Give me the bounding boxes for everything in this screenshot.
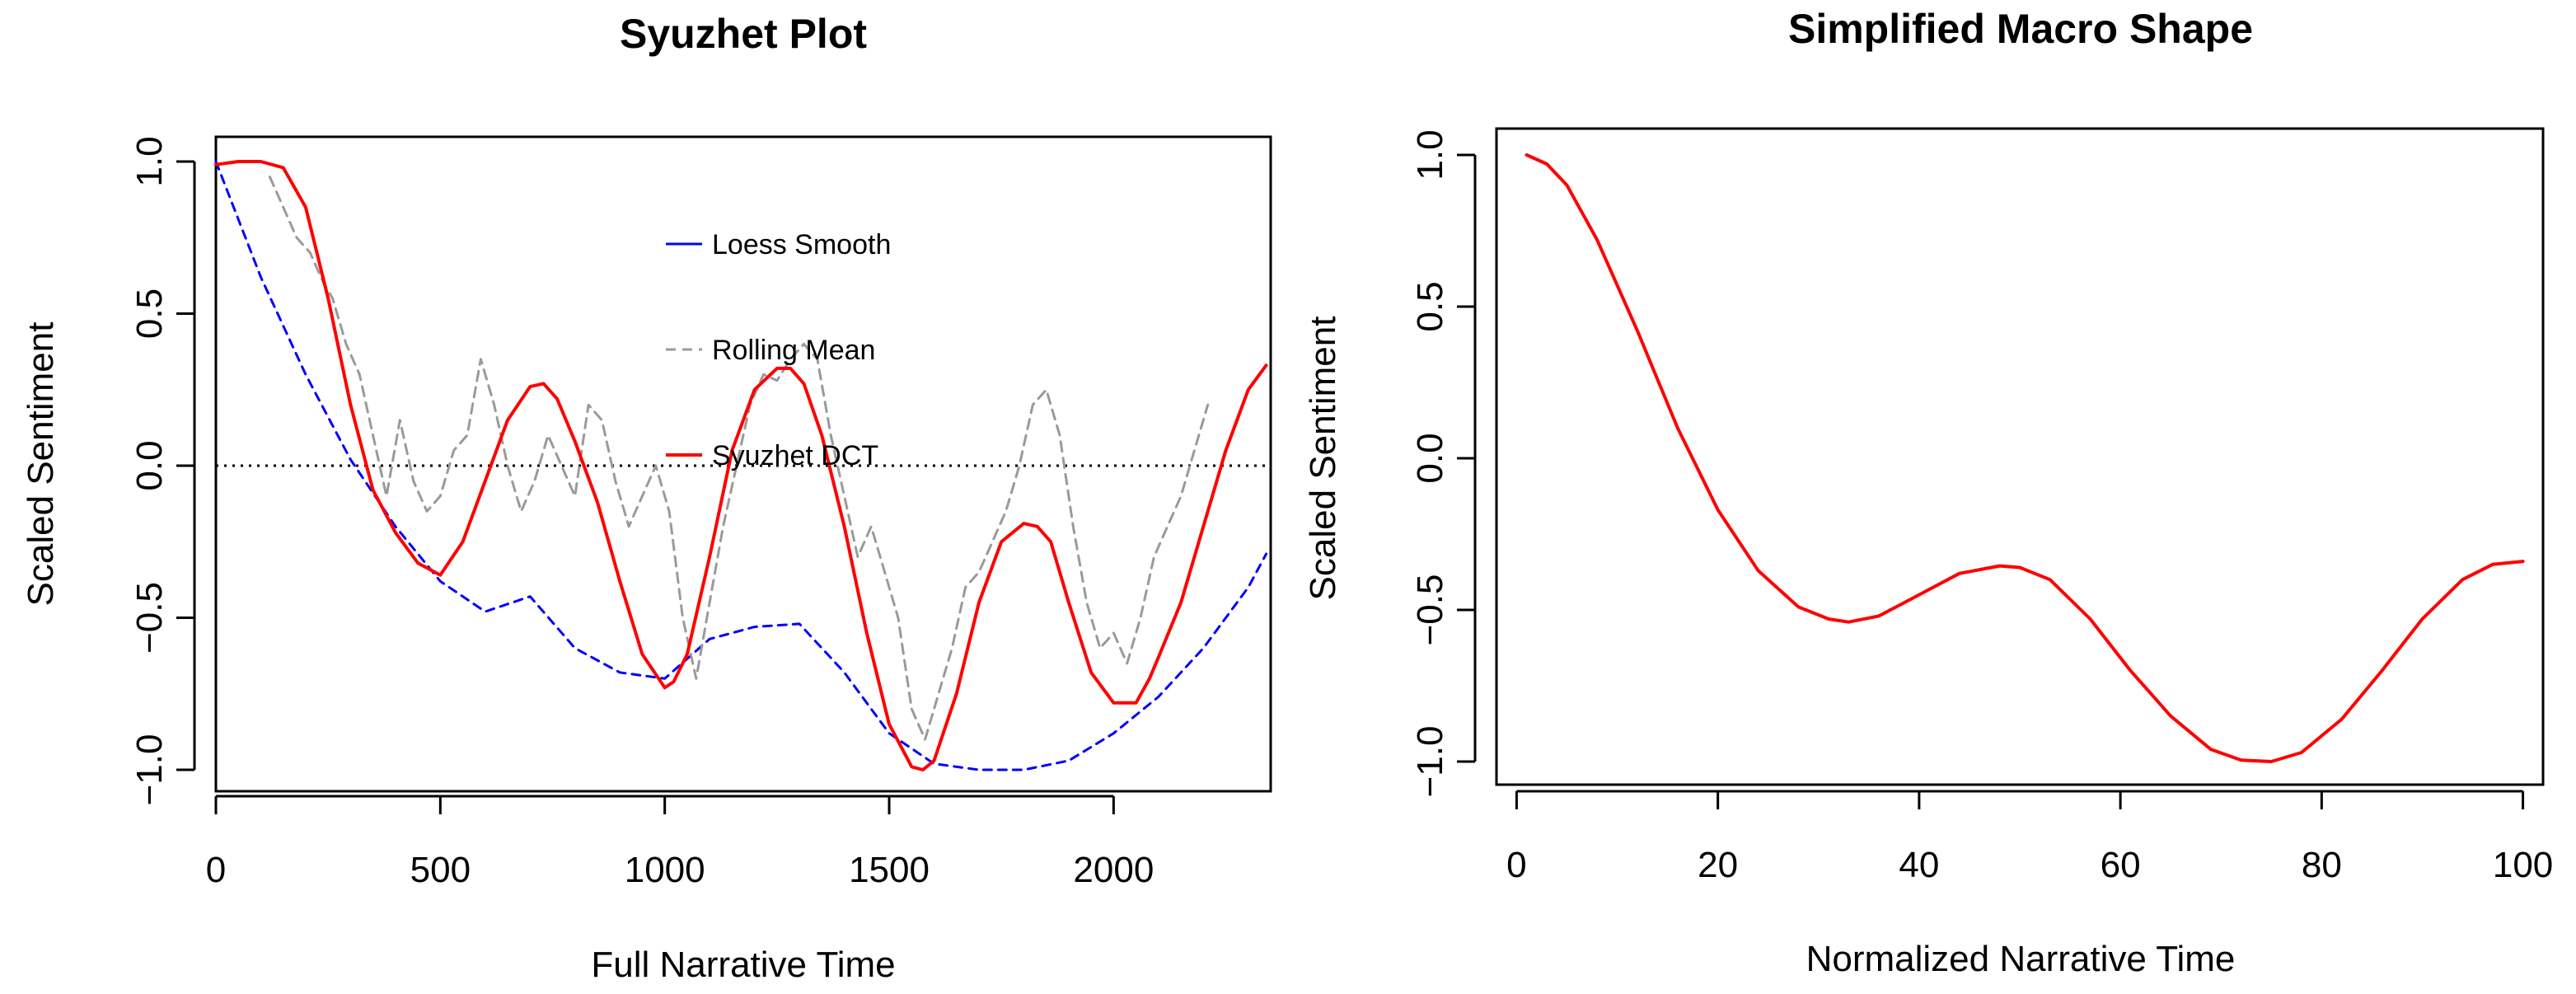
x-axis-label: Normalized Narrative Time bbox=[1806, 939, 2236, 979]
series-group bbox=[1525, 153, 2525, 763]
plot-frame bbox=[214, 135, 1272, 793]
series-line-loess-smooth bbox=[214, 160, 1268, 771]
y-tick-label: 1.0 bbox=[1410, 129, 1450, 180]
legend-label-syuzhet-dct: Syuzhet DCT bbox=[712, 440, 878, 471]
y-tick-label: −1.0 bbox=[129, 734, 170, 806]
series-line-rolling-mean bbox=[268, 176, 1210, 741]
chart-title: Syuzhet Plot bbox=[620, 11, 867, 57]
y-tick-label: 0.5 bbox=[1410, 281, 1450, 331]
series-group bbox=[214, 160, 1268, 771]
x-tick-label: 0 bbox=[206, 850, 226, 890]
y-tick-label: 0.5 bbox=[129, 288, 170, 339]
x-tick-label: 40 bbox=[1899, 845, 1939, 885]
y-tick-label: −1.0 bbox=[1410, 726, 1450, 798]
y-axis-label: Scaled Sentiment bbox=[1303, 316, 1343, 601]
x-tick-label: 20 bbox=[1698, 845, 1738, 885]
y-tick-label: 1.0 bbox=[129, 136, 170, 186]
x-axis-label: Full Narrative Time bbox=[591, 945, 895, 985]
y-axis-label: Scaled Sentiment bbox=[21, 322, 61, 607]
macro-shape-panel: Simplified Macro Shape 0 20 40 60 80 100 −1.0 −… bbox=[1303, 6, 2553, 979]
x-tick-label: 0 bbox=[1506, 845, 1526, 885]
legend: Loess Smooth Rolling Mean Syuzhet DCT bbox=[666, 229, 891, 471]
y-tick-label: 0.0 bbox=[1410, 433, 1450, 483]
syuzhet-plot-panel: Syuzhet Plot 0 500 1000 1500 2000 −1.0 −0.5 0.0… bbox=[21, 11, 1272, 985]
x-tick-label: 100 bbox=[2493, 845, 2553, 885]
series-line-simplified-macro-shape bbox=[1525, 153, 2525, 763]
legend-label-rolling-mean: Rolling Mean bbox=[712, 335, 875, 366]
x-tick-label: 1000 bbox=[625, 850, 705, 890]
x-tick-label: 500 bbox=[410, 850, 471, 890]
y-tick-label: −0.5 bbox=[129, 582, 170, 654]
y-tick-label: −0.5 bbox=[1410, 574, 1450, 646]
series-line-syuzhet-dct bbox=[214, 160, 1268, 771]
legend-label-loess: Loess Smooth bbox=[712, 229, 891, 260]
x-tick-label: 60 bbox=[2101, 845, 2141, 885]
chart-title: Simplified Macro Shape bbox=[1788, 6, 2253, 52]
plot-frame bbox=[1495, 127, 2545, 786]
axes: 0 20 40 60 80 100 −1.0 −0.5 0.0 0.5 1.0 bbox=[1410, 129, 2553, 885]
y-tick-label: 0.0 bbox=[129, 440, 170, 490]
x-tick-label: 1500 bbox=[849, 850, 930, 890]
x-tick-label: 2000 bbox=[1073, 850, 1154, 890]
axes: 0 500 1000 1500 2000 −1.0 −0.5 0.0 0.5 1.0 bbox=[129, 136, 1154, 890]
x-tick-label: 80 bbox=[2302, 845, 2342, 885]
